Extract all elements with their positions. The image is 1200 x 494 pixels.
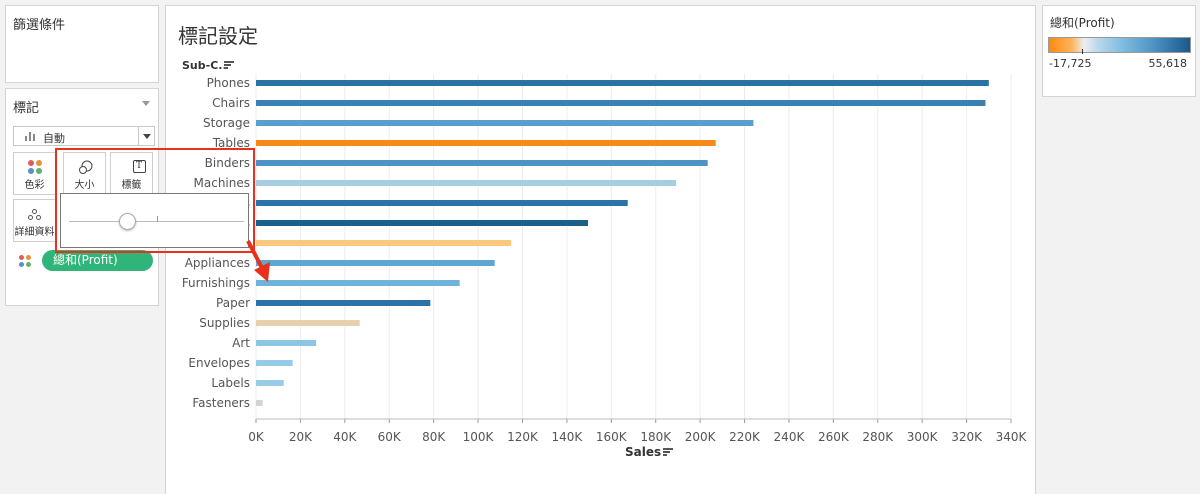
palette-icon bbox=[28, 160, 43, 175]
filters-shelf[interactable]: 篩選條件 bbox=[5, 5, 159, 83]
category-label: Furnishings bbox=[182, 276, 250, 290]
legend-min: -17,725 bbox=[1049, 57, 1092, 70]
chart-bars bbox=[256, 80, 989, 406]
bar-accessories[interactable] bbox=[256, 200, 628, 206]
x-tick-label: 280K bbox=[862, 430, 894, 444]
bar-bookcases[interactable] bbox=[256, 240, 512, 246]
filters-title: 篩選條件 bbox=[13, 18, 66, 33]
bar-art[interactable] bbox=[256, 340, 317, 346]
x-tick-label: 160K bbox=[596, 430, 628, 444]
label-button-label: 標籤 bbox=[121, 180, 142, 191]
row-header[interactable]: Sub-C.. bbox=[182, 59, 227, 72]
size-slider-tick bbox=[157, 216, 158, 222]
category-label: Chairs bbox=[212, 96, 250, 110]
x-tick-label: 0K bbox=[248, 430, 265, 444]
page-title: 標記設定 bbox=[178, 24, 258, 48]
x-tick-label: 40K bbox=[333, 430, 357, 444]
category-label: Fasteners bbox=[192, 396, 250, 410]
profit-pill[interactable]: 總和(Profit) bbox=[42, 250, 153, 271]
worksheet: 標記設定 Sub-C.. Phones Chairs Storage Tables Bi… bbox=[165, 5, 1036, 494]
size-slider-track[interactable] bbox=[69, 221, 244, 222]
row-header-label: Sub-C.. bbox=[182, 59, 227, 72]
size-slider-popup bbox=[60, 193, 249, 248]
x-axis-title-text: Sales bbox=[625, 445, 662, 459]
legend-max: 55,618 bbox=[1148, 57, 1188, 70]
bar-envelopes[interactable] bbox=[256, 360, 293, 366]
color-legend: 總和(Profit) -17,725 55,618 bbox=[1042, 5, 1196, 97]
legend-title: 總和(Profit) bbox=[1050, 16, 1115, 30]
size-button-label: 大小 bbox=[74, 180, 95, 191]
x-axis-title[interactable]: Sales bbox=[625, 445, 661, 459]
detail-dots-icon bbox=[28, 207, 43, 222]
bar-paper[interactable] bbox=[256, 300, 431, 306]
bar-appliances[interactable] bbox=[256, 260, 495, 266]
label-button[interactable]: T 標籤 bbox=[110, 152, 153, 195]
bar-machines[interactable] bbox=[256, 180, 677, 186]
category-label: Phones bbox=[207, 76, 250, 90]
category-label: Art bbox=[232, 336, 250, 350]
detail-button-label: 詳細資料 bbox=[14, 227, 55, 238]
bar-furnishings[interactable] bbox=[256, 280, 460, 286]
category-label: Appliances bbox=[185, 256, 250, 270]
x-tick-label: 60K bbox=[378, 430, 402, 444]
x-tick-label: 120K bbox=[507, 430, 539, 444]
chart-grid bbox=[255, 74, 1012, 423]
bar-supplies[interactable] bbox=[256, 320, 360, 326]
size-icon bbox=[79, 160, 93, 174]
x-tick-label: 80K bbox=[422, 430, 446, 444]
x-tick-label: 100K bbox=[463, 430, 495, 444]
mark-type-label: 自動 bbox=[43, 132, 65, 145]
color-button[interactable]: 色彩 bbox=[13, 152, 56, 195]
x-tick-label: 340K bbox=[996, 430, 1028, 444]
bar-chart-icon bbox=[25, 132, 35, 141]
x-tick-label: 200K bbox=[685, 430, 717, 444]
marks-title: 標記 bbox=[13, 101, 40, 116]
bar-chairs[interactable] bbox=[256, 100, 986, 106]
category-label: Machines bbox=[194, 176, 250, 190]
x-tick-labels: 0K 20K 40K 60K 80K 100K 120K 140K 160K 180K 200K 22… bbox=[248, 430, 1027, 444]
category-label: Binders bbox=[205, 156, 250, 170]
category-label: Paper bbox=[216, 296, 250, 310]
sort-icon[interactable] bbox=[224, 61, 234, 69]
bar-phones[interactable] bbox=[256, 80, 989, 86]
category-label: Supplies bbox=[199, 316, 250, 330]
bar-tables[interactable] bbox=[256, 140, 716, 146]
bar-storage[interactable] bbox=[256, 120, 754, 126]
category-label: Labels bbox=[211, 376, 250, 390]
pill-color-icon bbox=[19, 255, 33, 269]
category-label: Tables bbox=[212, 136, 250, 150]
x-tick-label: 220K bbox=[729, 430, 761, 444]
color-button-label: 色彩 bbox=[24, 180, 45, 191]
x-sort-icon[interactable] bbox=[663, 448, 673, 456]
bar-binders[interactable] bbox=[256, 160, 708, 166]
chevron-down-icon[interactable] bbox=[138, 127, 154, 145]
x-tick-label: 300K bbox=[907, 430, 939, 444]
x-tick-label: 260K bbox=[818, 430, 850, 444]
detail-button[interactable]: 詳細資料 bbox=[13, 199, 56, 242]
size-slider-knob[interactable] bbox=[118, 213, 136, 230]
text-label-icon: T bbox=[125, 160, 146, 175]
marks-menu-icon[interactable] bbox=[142, 101, 150, 106]
x-tick-label: 140K bbox=[551, 430, 583, 444]
category-label: Storage bbox=[203, 116, 250, 130]
x-tick-label: 20K bbox=[289, 430, 313, 444]
size-button[interactable]: 大小 bbox=[63, 152, 106, 195]
x-tick-label: 180K bbox=[640, 430, 672, 444]
category-label: Envelopes bbox=[188, 356, 250, 370]
x-tick-label: 320K bbox=[951, 430, 983, 444]
color-ramp bbox=[1048, 37, 1191, 54]
bar-labels[interactable] bbox=[256, 380, 284, 386]
mark-type-dropdown[interactable]: 自動 bbox=[13, 126, 155, 146]
bar-chart: Phones Chairs Storage Tables Binders Machines… bbox=[180, 74, 1028, 444]
bar-copiers[interactable] bbox=[256, 220, 588, 226]
bar-fasteners[interactable] bbox=[256, 400, 263, 406]
x-tick-label: 240K bbox=[774, 430, 806, 444]
